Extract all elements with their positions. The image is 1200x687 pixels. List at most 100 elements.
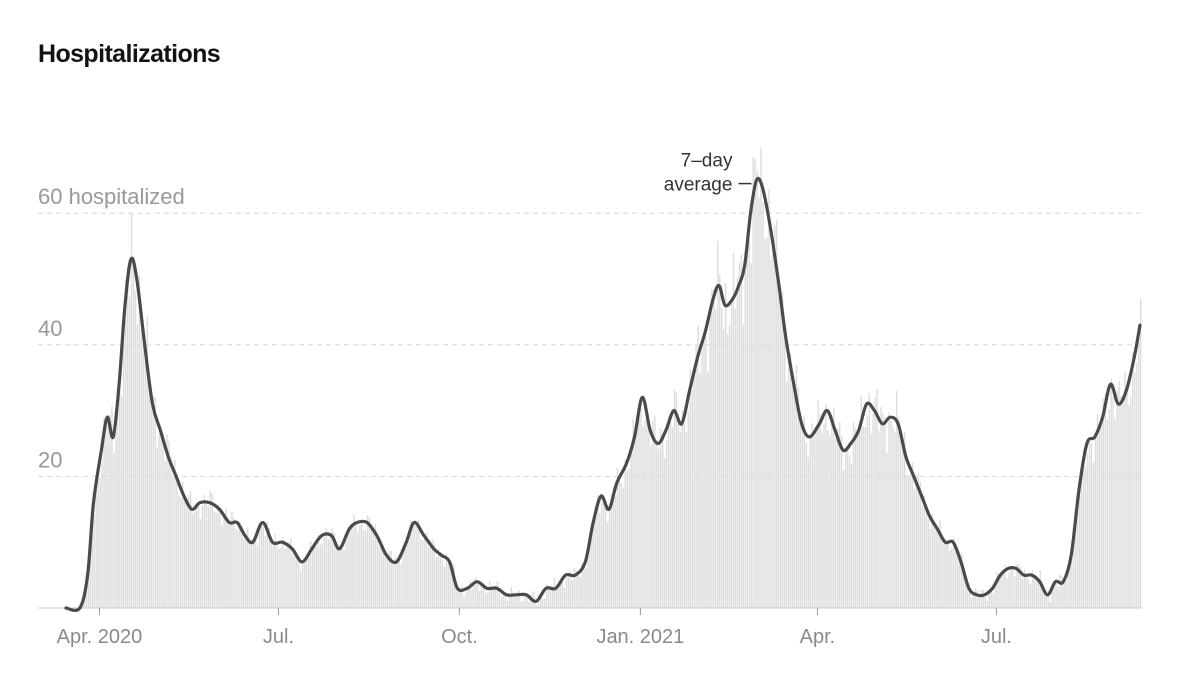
daily-bar	[150, 387, 152, 608]
daily-bar	[1004, 565, 1006, 608]
daily-bar	[656, 439, 658, 608]
daily-bar	[976, 590, 979, 608]
daily-bar	[972, 594, 975, 608]
daily-bar	[880, 407, 882, 608]
daily-bar	[138, 274, 141, 608]
daily-bar	[123, 323, 125, 608]
daily-bar	[414, 523, 416, 608]
daily-bar	[254, 533, 257, 608]
daily-bar	[372, 529, 375, 608]
daily-bar	[797, 387, 800, 608]
daily-bar	[103, 417, 105, 608]
daily-bar	[475, 577, 477, 608]
daily-bar	[555, 589, 558, 608]
daily-bar	[268, 528, 270, 608]
daily-bar	[752, 157, 754, 608]
daily-bar	[811, 423, 813, 608]
daily-bar	[870, 433, 872, 608]
daily-bar	[496, 581, 499, 608]
daily-bar	[624, 459, 627, 608]
daily-bar	[896, 390, 898, 608]
daily-bar	[260, 526, 263, 608]
daily-bar	[302, 561, 304, 608]
daily-bar	[547, 589, 550, 608]
daily-bar	[1096, 414, 1099, 608]
daily-bar	[227, 518, 229, 608]
daily-bar	[211, 493, 213, 608]
daily-bar	[97, 480, 99, 608]
daily-bar	[742, 324, 745, 608]
daily-bar	[1065, 581, 1067, 608]
daily-bar	[276, 545, 278, 608]
daily-bar	[632, 418, 634, 608]
daily-bar	[721, 307, 723, 608]
daily-bar	[947, 540, 949, 608]
x-tick-label: Apr.	[800, 626, 836, 648]
daily-bar	[734, 308, 737, 608]
daily-bar	[307, 557, 310, 608]
daily-bar	[994, 587, 996, 608]
daily-bar	[998, 577, 1000, 608]
daily-bar	[785, 381, 788, 608]
daily-bar	[630, 448, 632, 608]
daily-bar	[530, 595, 532, 608]
daily-bar	[699, 373, 701, 608]
daily-bar	[604, 501, 607, 608]
daily-bar	[575, 569, 577, 608]
daily-bar	[685, 431, 687, 608]
daily-bar	[292, 553, 294, 608]
daily-bar	[180, 497, 182, 608]
daily-bar	[435, 557, 438, 608]
daily-bar	[134, 291, 137, 608]
daily-bar	[213, 511, 215, 608]
daily-bar	[848, 455, 851, 608]
daily-bar	[679, 431, 682, 608]
daily-bar	[223, 513, 225, 608]
daily-bar	[1059, 574, 1061, 608]
daily-bar	[451, 568, 453, 608]
daily-bar	[837, 427, 839, 608]
daily-bar	[866, 415, 868, 608]
daily-bar	[258, 532, 261, 608]
daily-bar	[467, 585, 469, 608]
daily-bar	[311, 545, 314, 608]
daily-bar	[683, 424, 686, 608]
daily-bar	[715, 309, 717, 608]
daily-bar	[662, 436, 664, 608]
daily-bar	[964, 580, 967, 608]
daily-bar	[927, 518, 929, 608]
daily-bar	[425, 532, 428, 608]
daily-bar	[524, 594, 526, 608]
daily-bar	[473, 579, 475, 608]
daily-bar	[420, 539, 422, 608]
daily-bar	[862, 426, 865, 608]
daily-bar	[620, 483, 623, 608]
daily-bar	[174, 459, 176, 608]
daily-bar	[500, 597, 503, 608]
daily-bar	[593, 521, 595, 608]
daily-bar	[628, 468, 630, 608]
daily-bar	[882, 413, 884, 608]
daily-bar	[89, 544, 91, 608]
daily-bar	[1000, 575, 1002, 608]
daily-bar	[758, 197, 760, 608]
daily-bar	[349, 529, 351, 608]
daily-bar	[361, 519, 363, 608]
daily-bar	[1014, 576, 1016, 608]
daily-bar	[416, 526, 418, 608]
daily-bar	[494, 585, 497, 608]
daily-bar	[713, 288, 715, 608]
daily-bar	[1124, 371, 1126, 608]
gridlines	[38, 212, 1142, 477]
daily-bar	[471, 589, 473, 608]
daily-bar	[579, 577, 581, 608]
daily-bar	[217, 504, 219, 608]
daily-bar	[1104, 393, 1106, 608]
daily-bar	[209, 491, 211, 608]
daily-bar	[282, 536, 284, 608]
daily-bar	[1100, 427, 1103, 608]
annotation: 7–day average	[664, 151, 752, 196]
daily-bar	[730, 301, 733, 608]
daily-bar	[148, 378, 150, 608]
